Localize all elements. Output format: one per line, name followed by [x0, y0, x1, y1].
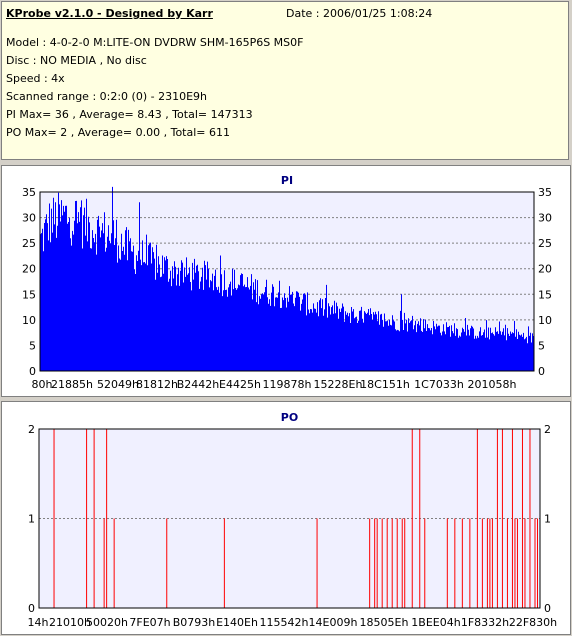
x-tick-label: 80h	[32, 378, 53, 391]
chart-title: PI	[281, 174, 293, 187]
x-tick-label: 1BEE04h	[411, 616, 460, 629]
x-tick-label: B2442h	[177, 378, 220, 391]
y-tick-label-left: 30	[22, 212, 36, 225]
chart-title: PO	[281, 411, 298, 424]
y-tick-label-left: 2	[28, 423, 35, 436]
speed-line: Speed : 4x	[6, 72, 65, 85]
scan-date: Date : 2006/01/25 1:08:24	[286, 7, 433, 20]
plot-border	[39, 191, 535, 372]
y-tick-label-right: 5	[538, 339, 545, 352]
y-tick-label-right: 15	[538, 288, 552, 301]
pi-series	[40, 186, 534, 371]
y-tick-label-left: 35	[22, 186, 36, 199]
model-line: Model : 4-0-2-0 M:LITE-ON DVDRW SHM-165P…	[6, 36, 304, 49]
y-tick-label-right: 25	[538, 237, 552, 250]
y-tick-label-right: 0	[538, 365, 545, 378]
y-tick-label-right: 10	[538, 314, 552, 327]
plot-border	[38, 428, 541, 609]
x-tick-label: 50020h	[86, 616, 128, 629]
x-tick-label: 18505Eh	[360, 616, 409, 629]
x-tick-label: 21010h	[49, 616, 91, 629]
x-tick-label: 119878h	[263, 378, 312, 391]
x-tick-label: 115542h	[260, 616, 309, 629]
y-tick-label-right: 20	[538, 263, 552, 276]
y-tick-label-left: 0	[28, 602, 35, 615]
app-title: KProbe v2.1.0 - Designed by Karr	[6, 7, 213, 20]
info-panel: KProbe v2.1.0 - Designed by Karr Date : …	[1, 1, 569, 160]
po-chart-panel: PO 0 0 1 1 2 2 14h 21010h 50020h 7FE07h B0793h E140E…	[1, 401, 571, 635]
x-tick-label: 18C151h	[360, 378, 410, 391]
x-tick-label: 7FE07h	[129, 616, 170, 629]
disc-line: Disc : NO MEDIA , No disc	[6, 54, 147, 67]
y-tick-label-left: 20	[22, 263, 36, 276]
y-tick-label-right: 0	[544, 602, 551, 615]
y-tick-label-right: 30	[538, 212, 552, 225]
y-tick-label-left: 5	[29, 339, 36, 352]
scanned-range-line: Scanned range : 0:2:0 (0) - 2310E9h	[6, 90, 208, 103]
pi-stats-line: PI Max= 36 , Average= 8.43 , Total= 1473…	[6, 108, 253, 121]
x-tick-label: 201058h	[468, 378, 517, 391]
pi-chart-panel: PI 0 0 5 5 10 10 15 15 20 20 25 25 30 30 35 35 80h 21885h 5…	[1, 165, 571, 397]
x-tick-label: E4425h	[219, 378, 261, 391]
x-tick-label: B0793h	[173, 616, 216, 629]
x-tick-label: 22F830h	[509, 616, 557, 629]
y-tick-label-right: 2	[544, 423, 551, 436]
x-tick-label: 14E009h	[309, 616, 358, 629]
x-tick-label: 14h	[28, 616, 49, 629]
x-tick-label: 1F8332h	[461, 616, 509, 629]
x-tick-label: 81812h	[136, 378, 178, 391]
x-tick-label: 21885h	[51, 378, 93, 391]
x-tick-label: E140Eh	[216, 616, 258, 629]
x-tick-label: 1C7033h	[414, 378, 464, 391]
y-tick-label-right: 35	[538, 186, 552, 199]
x-tick-label: 52049h	[97, 378, 139, 391]
po-stats-line: PO Max= 2 , Average= 0.00 , Total= 611	[6, 126, 230, 139]
y-tick-label-left: 15	[22, 288, 36, 301]
y-tick-label-left: 0	[29, 365, 36, 378]
y-tick-label-left: 1	[28, 513, 35, 526]
x-tick-label: 15228Eh	[314, 378, 363, 391]
y-tick-label-left: 25	[22, 237, 36, 250]
y-tick-label-right: 1	[544, 513, 551, 526]
y-tick-label-left: 10	[22, 314, 36, 327]
